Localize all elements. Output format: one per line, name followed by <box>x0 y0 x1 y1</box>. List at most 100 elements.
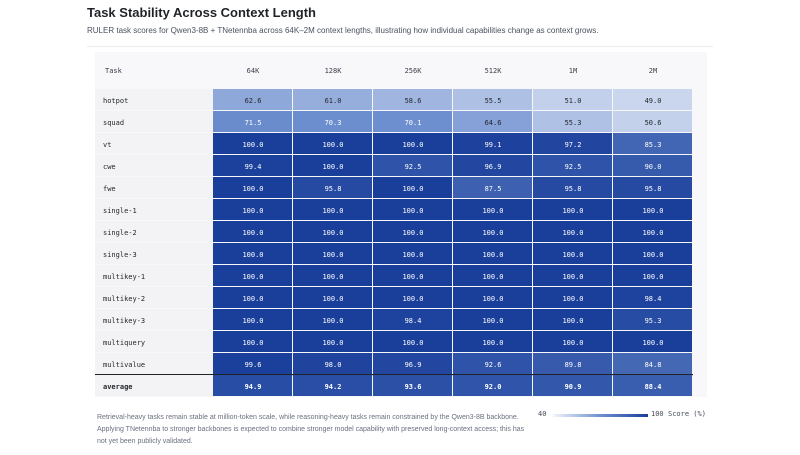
heatmap-cell <box>533 287 612 308</box>
heatmap-cell <box>533 133 612 154</box>
cell-value-label: 64.6 <box>485 119 502 127</box>
heatmap-cell <box>453 133 532 154</box>
cell-value-label: 100.0 <box>642 339 663 347</box>
cell-value-label: 70.3 <box>325 119 342 127</box>
cell-value-label: 97.2 <box>565 141 582 149</box>
cell-value-label: 100.0 <box>482 207 503 215</box>
cell-value-label: 99.6 <box>245 361 262 369</box>
cell-value-label: 98.4 <box>405 317 422 325</box>
legend-gradient-bar <box>553 414 648 417</box>
heatmap-cell <box>533 199 612 220</box>
cell-value-label: 100.0 <box>482 273 503 281</box>
heatmap-cell <box>533 221 612 242</box>
heatmap-cell <box>613 111 692 132</box>
legend-max-label: 100 <box>651 410 664 418</box>
cell-value-label: 71.5 <box>245 119 262 127</box>
cell-value-label: 100.0 <box>242 229 263 237</box>
heatmap-cell <box>373 353 452 374</box>
cell-value-label: 55.5 <box>485 97 502 105</box>
heatmap-cell <box>533 375 612 396</box>
row-label: multikey-3 <box>103 317 145 325</box>
heatmap-cell <box>613 221 692 242</box>
legend-min-label: 40 <box>538 410 547 418</box>
cell-value-label: 98.0 <box>325 361 342 369</box>
cell-value-label: 49.0 <box>645 97 662 105</box>
heatmap-cell <box>213 155 292 176</box>
cell-value-label: 92.5 <box>565 163 582 171</box>
cell-value-label: 100.0 <box>642 207 663 215</box>
heatmap-cell <box>373 375 452 396</box>
heatmap-cell <box>213 375 292 396</box>
row-label: fwe <box>103 185 116 193</box>
heatmap-cell <box>373 155 452 176</box>
heatmap-cell <box>613 155 692 176</box>
cell-value-label: 70.1 <box>405 119 422 127</box>
row-label: multivalue <box>103 361 145 369</box>
row-label-background <box>95 199 213 220</box>
heatmap-cell <box>293 375 372 396</box>
heatmap-cell <box>293 111 372 132</box>
heatmap-cell <box>213 221 292 242</box>
cell-value-label: 100.0 <box>402 251 423 259</box>
cell-value-label: 100.0 <box>482 295 503 303</box>
cell-value-label: 100.0 <box>562 317 583 325</box>
heatmap-cell <box>533 155 612 176</box>
cell-value-label: 100.0 <box>642 229 663 237</box>
heatmap-cell <box>373 309 452 330</box>
row-label-background <box>95 177 213 198</box>
cell-value-label: 93.6 <box>405 383 422 391</box>
cell-value-label: 100.0 <box>322 273 343 281</box>
heatmap-cell <box>213 133 292 154</box>
heatmap-cell <box>453 287 532 308</box>
cell-value-label: 95.8 <box>565 185 582 193</box>
chart-subtitle: RULER task scores for Qwen3-8B + TNetenn… <box>87 26 599 35</box>
heatmap-cell <box>213 243 292 264</box>
heatmap-cell <box>213 265 292 286</box>
heatmap-cell <box>373 89 452 110</box>
heatmap-cell <box>533 353 612 374</box>
heatmap-cell <box>293 155 372 176</box>
legend-unit-label: Score (%) <box>668 410 706 418</box>
cell-value-label: 100.0 <box>242 317 263 325</box>
heatmap-cell <box>373 243 452 264</box>
heatmap-cell <box>293 243 372 264</box>
cell-value-label: 100.0 <box>242 141 263 149</box>
heatmap-cell <box>533 331 612 352</box>
cell-value-label: 95.3 <box>645 317 662 325</box>
cell-value-label: 100.0 <box>402 185 423 193</box>
cell-value-label: 100.0 <box>482 251 503 259</box>
heatmap-cell <box>453 221 532 242</box>
heatmap-cell <box>213 309 292 330</box>
heatmap-cell <box>453 89 532 110</box>
heatmap-cell <box>533 265 612 286</box>
cell-value-label: 100.0 <box>402 273 423 281</box>
cell-value-label: 89.8 <box>565 361 582 369</box>
cell-value-label: 100.0 <box>402 295 423 303</box>
heatmap-cell <box>453 155 532 176</box>
heatmap-cell <box>213 331 292 352</box>
cell-value-label: 99.4 <box>245 163 262 171</box>
cell-value-label: 90.9 <box>565 383 582 391</box>
heatmap-cell <box>373 133 452 154</box>
cell-value-label: 100.0 <box>562 273 583 281</box>
row-label-background <box>95 111 213 132</box>
column-header-label: 256K <box>405 67 423 75</box>
heatmap-panel: Task 64K 128K 256K 512K 1M 2M hotpot 62.6 61.0 58.… <box>95 52 707 397</box>
row-label-background <box>95 331 213 352</box>
cell-value-label: 100.0 <box>562 251 583 259</box>
heatmap-cell <box>293 199 372 220</box>
cell-value-label: 94.9 <box>245 383 262 391</box>
cell-value-label: 100.0 <box>402 207 423 215</box>
cell-value-label: 100.0 <box>482 339 503 347</box>
heatmap-cell <box>373 221 452 242</box>
heatmap-cell <box>533 111 612 132</box>
heatmap-cell <box>533 89 612 110</box>
cell-value-label: 100.0 <box>402 141 423 149</box>
heatmap-cell <box>293 177 372 198</box>
footer-note: Retrieval-heavy tasks remain stable at m… <box>97 414 525 445</box>
cell-value-label: 100.0 <box>562 229 583 237</box>
heatmap-cell <box>293 133 372 154</box>
cell-value-label: 100.0 <box>322 251 343 259</box>
cell-value-label: 88.4 <box>645 383 662 391</box>
column-header-label: 512K <box>485 67 503 75</box>
